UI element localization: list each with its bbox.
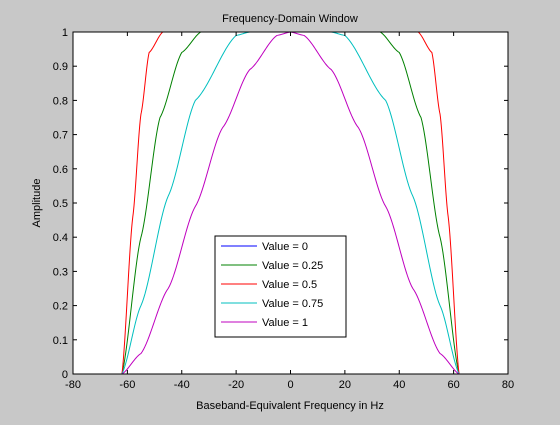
- x-tick-label: -40: [174, 379, 190, 391]
- x-tick-label: -20: [228, 379, 244, 391]
- x-tick-label: 0: [287, 379, 293, 391]
- y-tick-label: 0.5: [53, 198, 68, 210]
- y-tick-label: 0.2: [53, 301, 68, 313]
- legend-label: Value = 0.25: [262, 260, 323, 272]
- y-tick-label: 0.1: [53, 335, 68, 347]
- x-tick-label: 60: [448, 379, 460, 391]
- y-tick-label: 0.3: [53, 266, 68, 278]
- y-tick-label: 1: [62, 27, 68, 39]
- legend-label: Value = 0.5: [262, 279, 317, 291]
- x-tick-label: 20: [339, 379, 351, 391]
- y-tick-label: 0.6: [53, 164, 68, 176]
- legend-label: Value = 1: [262, 317, 308, 329]
- legend-label: Value = 0: [262, 241, 308, 253]
- legend-label: Value = 0.75: [262, 298, 323, 310]
- x-tick-label: 80: [502, 379, 514, 391]
- y-tick-label: 0.7: [53, 130, 68, 142]
- x-tick-label: 40: [393, 379, 405, 391]
- x-axis-title: Baseband-Equivalent Frequency in Hz: [196, 400, 384, 412]
- legend-box: [214, 235, 347, 338]
- y-tick-label: 0.8: [53, 95, 68, 107]
- y-tick-label: 0.9: [53, 61, 68, 73]
- x-tick-label: -60: [119, 379, 135, 391]
- x-tick-label: -80: [65, 379, 81, 391]
- y-tick-label: 0: [62, 369, 68, 381]
- y-tick-label: 0.4: [53, 232, 68, 244]
- y-axis-title: Amplitude: [31, 179, 43, 228]
- ticks-layer: -80 -60 -40 -20 0 20 40 60 80 0 0.1 0.2 0.3 0.4 0.5 0.6…: [53, 27, 514, 391]
- legend: Value = 0 Value = 0.25 Value = 0.5 Value = …: [214, 235, 347, 338]
- chart-title: Frequency-Domain Window: [222, 13, 358, 25]
